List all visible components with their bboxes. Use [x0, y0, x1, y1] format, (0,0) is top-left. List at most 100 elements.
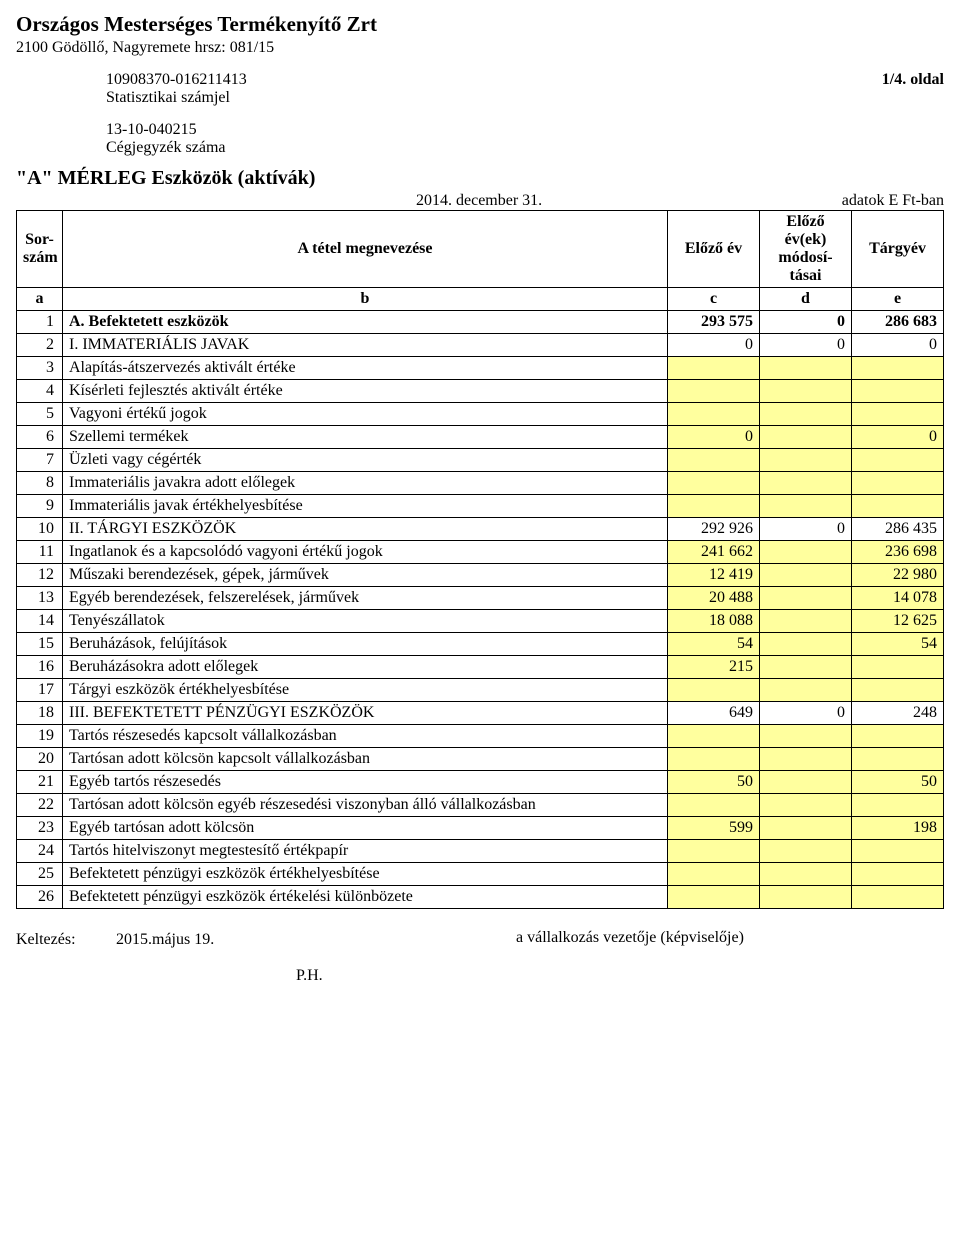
row-label: II. TÁRGYI ESZKÖZÖK [63, 518, 668, 541]
table-header-row: Sor- szám A tétel megnevezése Előző év E… [17, 211, 944, 288]
row-number: 17 [17, 679, 63, 702]
balance-sheet-table: Sor- szám A tétel megnevezése Előző év E… [16, 210, 944, 909]
row-number: 2 [17, 334, 63, 357]
cell-d [760, 541, 852, 564]
row-number: 12 [17, 564, 63, 587]
cell-d [760, 656, 852, 679]
cell-c [668, 472, 760, 495]
ph-stamp: P.H. [296, 967, 944, 985]
col-head-targyev: Tárgyév [852, 211, 944, 288]
row-label: I. IMMATERIÁLIS JAVAK [63, 334, 668, 357]
cell-d [760, 748, 852, 771]
table-row: 7Üzleti vagy cégérték [17, 449, 944, 472]
col-letter-d: d [760, 288, 852, 311]
col-head-elozo-ev-mod: Előző év(ek) módosí-tásai [760, 211, 852, 288]
reg-code: 13-10-040215 [106, 121, 944, 139]
row-label: Ingatlanok és a kapcsolódó vagyoni érték… [63, 541, 668, 564]
cell-d [760, 426, 852, 449]
cell-c [668, 840, 760, 863]
cell-e [852, 863, 944, 886]
row-label: Műszaki berendezések, gépek, járművek [63, 564, 668, 587]
cell-e [852, 495, 944, 518]
cell-d: 0 [760, 518, 852, 541]
cell-e: 236 698 [852, 541, 944, 564]
cell-c [668, 495, 760, 518]
row-label: III. BEFEKTETETT PÉNZÜGYI ESZKÖZÖK [63, 702, 668, 725]
row-number: 9 [17, 495, 63, 518]
col-letter-a: a [17, 288, 63, 311]
cell-d [760, 863, 852, 886]
form-title: "A" MÉRLEG Eszközök (aktívák) [16, 167, 944, 190]
row-label: Kísérleti fejlesztés aktivált értéke [63, 380, 668, 403]
row-label: Tartósan adott kölcsön kapcsolt vállalko… [63, 748, 668, 771]
table-row: 17Tárgyi eszközök értékhelyesbítése [17, 679, 944, 702]
table-row: 2I. IMMATERIÁLIS JAVAK000 [17, 334, 944, 357]
cell-e [852, 380, 944, 403]
cell-d: 0 [760, 311, 852, 334]
table-row: 8Immateriális javakra adott előlegek [17, 472, 944, 495]
table-row: 25Befektetett pénzügyi eszközök értékhel… [17, 863, 944, 886]
cell-c: 18 088 [668, 610, 760, 633]
cell-d [760, 633, 852, 656]
cell-e [852, 472, 944, 495]
row-label: Egyéb tartósan adott kölcsön [63, 817, 668, 840]
cell-d [760, 357, 852, 380]
cell-d [760, 587, 852, 610]
row-number: 19 [17, 725, 63, 748]
row-number: 22 [17, 794, 63, 817]
row-number: 4 [17, 380, 63, 403]
row-number: 23 [17, 817, 63, 840]
identifiers-block: 10908370-016211413 Statisztikai számjel … [106, 71, 944, 157]
cell-e: 22 980 [852, 564, 944, 587]
row-label: Tárgyi eszközök értékhelyesbítése [63, 679, 668, 702]
table-header-letter-row: a b c d e [17, 288, 944, 311]
row-label: Befektetett pénzügyi eszközök értékelési… [63, 886, 668, 909]
cell-c: 0 [668, 334, 760, 357]
col-letter-e: e [852, 288, 944, 311]
table-row: 5Vagyoni értékű jogok [17, 403, 944, 426]
row-label: Befektetett pénzügyi eszközök értékhelye… [63, 863, 668, 886]
cell-e [852, 794, 944, 817]
table-row: 19Tartós részesedés kapcsolt vállalkozás… [17, 725, 944, 748]
cell-e [852, 679, 944, 702]
table-row: 24Tartós hitelviszonyt megtestesítő érté… [17, 840, 944, 863]
row-label: Tartósan adott kölcsön egyéb részesedési… [63, 794, 668, 817]
cell-c: 649 [668, 702, 760, 725]
row-label: Vagyoni értékű jogok [63, 403, 668, 426]
units-label: adatok E Ft-ban [842, 192, 944, 210]
cell-d [760, 380, 852, 403]
stat-code-label: Statisztikai számjel [106, 89, 247, 107]
cell-d [760, 449, 852, 472]
table-row: 11Ingatlanok és a kapcsolódó vagyoni ért… [17, 541, 944, 564]
row-number: 15 [17, 633, 63, 656]
cell-c: 0 [668, 426, 760, 449]
cell-d [760, 495, 852, 518]
cell-e [852, 886, 944, 909]
cell-c: 12 419 [668, 564, 760, 587]
cell-e: 12 625 [852, 610, 944, 633]
row-number: 25 [17, 863, 63, 886]
row-label: Alapítás-átszervezés aktivált értéke [63, 357, 668, 380]
table-row: 3Alapítás-átszervezés aktivált értéke [17, 357, 944, 380]
row-number: 11 [17, 541, 63, 564]
cell-e: 50 [852, 771, 944, 794]
cell-c [668, 725, 760, 748]
cell-c [668, 380, 760, 403]
table-row: 6Szellemi termékek00 [17, 426, 944, 449]
row-number: 14 [17, 610, 63, 633]
col-head-sorszam: Sor- szám [17, 211, 63, 288]
row-label: Immateriális javak értékhelyesbítése [63, 495, 668, 518]
table-row: 12Műszaki berendezések, gépek, járművek1… [17, 564, 944, 587]
row-number: 1 [17, 311, 63, 334]
row-number: 13 [17, 587, 63, 610]
row-label: Tartós hitelviszonyt megtestesítő értékp… [63, 840, 668, 863]
as-of-date: 2014. december 31. [416, 192, 542, 210]
row-label: Egyéb berendezések, felszerelések, jármű… [63, 587, 668, 610]
row-label: Egyéb tartós részesedés [63, 771, 668, 794]
cell-e: 14 078 [852, 587, 944, 610]
table-row: 13Egyéb berendezések, felszerelések, jár… [17, 587, 944, 610]
cell-c: 20 488 [668, 587, 760, 610]
dated-value: 2015.május 19. [116, 931, 214, 949]
cell-c [668, 863, 760, 886]
cell-e [852, 748, 944, 771]
